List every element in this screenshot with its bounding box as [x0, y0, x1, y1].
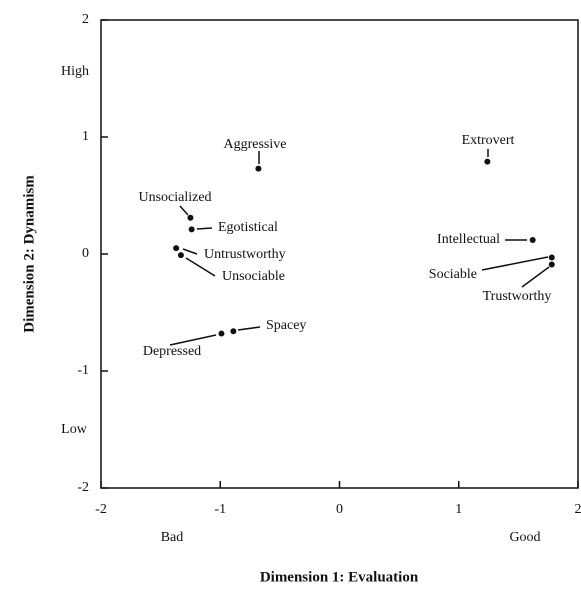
x-tick-label: 2	[575, 502, 581, 517]
leader-line	[481, 256, 549, 271]
leader-line	[179, 205, 189, 216]
point-label: Spacey	[266, 318, 306, 333]
point	[173, 245, 180, 252]
point	[177, 252, 184, 259]
plot-frame	[100, 19, 579, 489]
point	[548, 261, 555, 268]
leader-line	[196, 227, 213, 230]
leader-line	[182, 248, 198, 255]
annotation: Low	[61, 422, 88, 437]
x-tick-label: -2	[95, 502, 107, 517]
leader-line	[169, 334, 217, 346]
y-tick-label: -2	[77, 480, 89, 495]
point-label: Depressed	[143, 344, 201, 359]
point	[548, 254, 555, 261]
point-label: Unsociable	[222, 269, 285, 284]
point-label: Untrustworthy	[204, 247, 286, 262]
point	[188, 226, 195, 233]
point-label: Trustworthy	[483, 289, 552, 304]
y-tick-label: 1	[82, 129, 89, 144]
point-label: Extrovert	[462, 133, 515, 148]
point	[230, 328, 237, 335]
leader-line	[185, 257, 216, 277]
y-axis-label: Dimension 2: Dynamism	[21, 175, 37, 333]
leader-line	[521, 266, 550, 288]
point-label: Intellectual	[437, 232, 500, 247]
y-tick-label: -1	[77, 363, 89, 378]
point	[218, 330, 225, 337]
point-label: Unsocialized	[138, 190, 211, 205]
point	[187, 214, 194, 221]
x-axis-label: Dimension 1: Evaluation	[260, 569, 419, 585]
y-tick-label: 0	[82, 246, 89, 261]
leader-line	[237, 326, 261, 331]
point	[529, 236, 536, 243]
x-tick-label: -1	[214, 502, 226, 517]
y-tick-label: 2	[82, 12, 89, 27]
point	[255, 165, 262, 172]
annotation: Bad	[161, 530, 184, 545]
annotation: High	[61, 64, 89, 79]
point-label: Sociable	[429, 267, 477, 282]
x-tick-label: 1	[455, 502, 462, 517]
annotation: Good	[509, 530, 540, 545]
point	[484, 158, 491, 165]
x-tick-label: 0	[336, 502, 343, 517]
point-label: Egotistical	[218, 220, 278, 235]
point-label: Aggressive	[224, 137, 287, 152]
